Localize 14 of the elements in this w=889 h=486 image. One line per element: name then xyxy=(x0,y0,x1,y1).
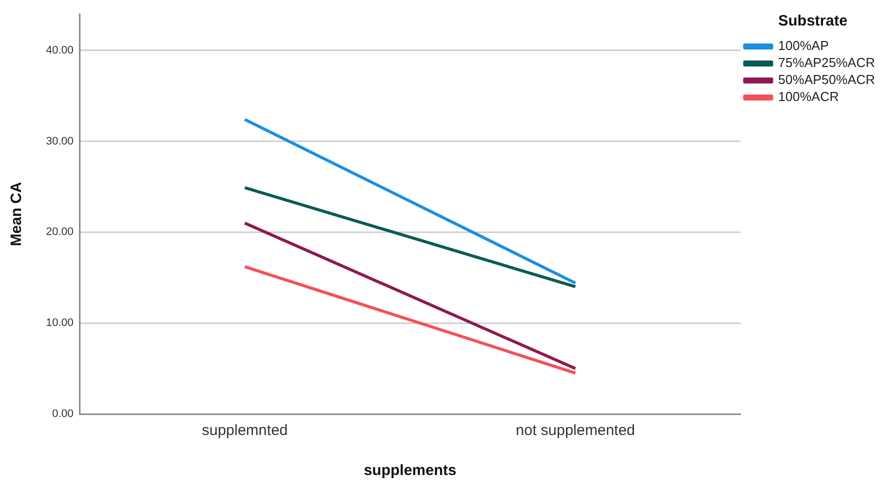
legend-title: Substrate xyxy=(778,12,848,30)
y-axis-title: Mean CA xyxy=(8,182,26,246)
legend-label: 100%AP xyxy=(778,38,829,54)
legend-label: 75%AP25%ACR xyxy=(778,55,875,70)
legend-label: 50%AP50%ACR xyxy=(778,72,875,88)
x-tick-label: not supplemented xyxy=(516,422,636,440)
y-tick-label: 10.00 xyxy=(46,317,74,330)
y-tick-label: 40.00 xyxy=(46,44,74,56)
x-tick-label: supplemnted xyxy=(202,422,288,440)
y-tick-label: 30.00 xyxy=(46,135,74,148)
y-tick-label: 0.00 xyxy=(52,408,74,420)
y-tick-label: 20.00 xyxy=(46,226,74,238)
x-axis-title: supplements xyxy=(364,462,456,480)
legend-label: 100%ACR xyxy=(778,89,839,104)
